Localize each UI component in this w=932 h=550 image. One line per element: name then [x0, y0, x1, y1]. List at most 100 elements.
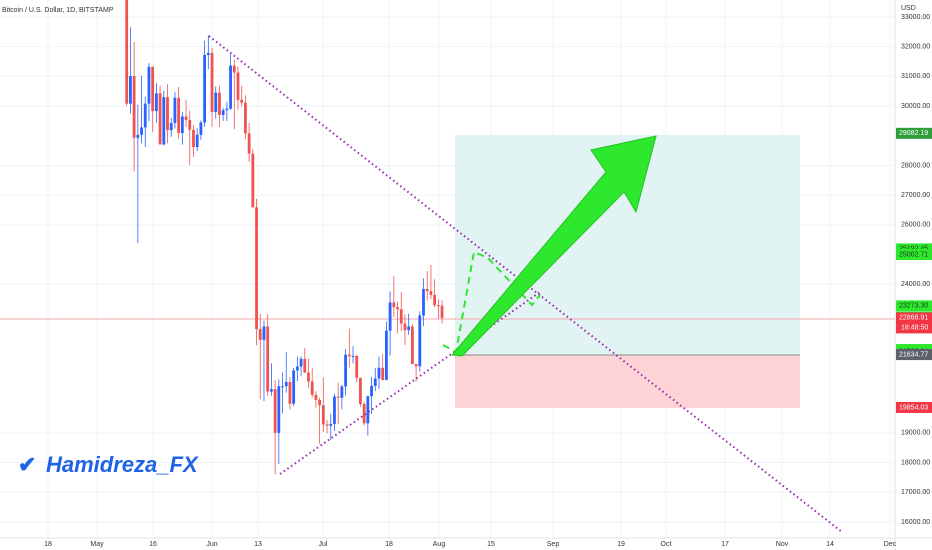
watermark: Hamidreza_FX	[46, 452, 199, 477]
x-tick-label: 15	[487, 541, 495, 548]
price-label-box	[896, 127, 932, 139]
candle-body	[221, 110, 225, 115]
price-label: 23273.30	[899, 303, 928, 310]
y-tick-label: 30000.00	[901, 103, 930, 110]
countdown: 18:48:50	[901, 325, 928, 332]
candle-body	[281, 386, 284, 388]
candle-body	[151, 66, 155, 112]
x-tick-label: Oct	[661, 541, 672, 548]
candle-body	[173, 97, 177, 123]
x-tick-label: Nov	[776, 541, 789, 548]
candle-body	[407, 326, 411, 331]
x-tick-label: Aug	[433, 541, 446, 548]
x-tick-label: Jun	[206, 541, 217, 548]
x-tick-label: 13	[254, 541, 262, 548]
target-arrow	[451, 135, 657, 357]
x-tick-label: 18	[44, 541, 52, 548]
candle-body	[147, 66, 151, 104]
candle-body	[381, 367, 385, 380]
candle-body	[377, 367, 381, 379]
candle-body	[314, 394, 318, 400]
candle-body	[206, 52, 210, 55]
candle-body	[292, 370, 296, 404]
candle-body	[162, 97, 166, 145]
candle-body	[362, 404, 366, 424]
candle-body	[136, 134, 140, 138]
y-tick-label: 18000.00	[901, 459, 930, 466]
x-tick-label: 14	[826, 541, 834, 548]
candle-body	[295, 366, 299, 371]
chart-title: Bitcoin / U.S. Dollar, 1D, BITSTAMP	[2, 7, 114, 14]
candle-body	[385, 330, 388, 380]
candle-body	[336, 396, 340, 398]
candle-body	[351, 355, 355, 357]
candle-body	[340, 386, 344, 398]
candle-body	[388, 302, 392, 331]
candle-body	[244, 102, 247, 134]
price-label-box	[896, 349, 932, 361]
x-tick-label: Dec	[884, 541, 897, 548]
currency-label: USD	[901, 5, 916, 12]
candle-body	[140, 127, 143, 135]
y-tick-label: 32000.00	[901, 43, 930, 50]
candle-body	[225, 108, 229, 111]
candle-body	[143, 103, 147, 128]
x-tick-label: 18	[385, 541, 393, 548]
candle-body	[236, 72, 240, 100]
candle-body	[199, 122, 203, 135]
candle-body	[307, 372, 310, 382]
price-label-box	[896, 401, 932, 413]
candle-body	[169, 122, 173, 131]
candle-body	[344, 354, 347, 387]
candle-body	[154, 93, 158, 112]
y-tick-label: 16000.00	[901, 519, 930, 526]
candle-body	[232, 65, 236, 73]
candle-body	[366, 396, 370, 424]
candle-body	[436, 305, 440, 307]
candle-body	[325, 424, 329, 426]
candle-body	[396, 307, 399, 310]
candle-body	[262, 326, 266, 340]
y-tick-label: 28000.00	[901, 162, 930, 169]
x-tick-label: 16	[149, 541, 157, 548]
candle-body	[440, 305, 444, 318]
candles	[125, 0, 444, 475]
candle-body	[321, 405, 325, 425]
candle-body	[210, 52, 214, 112]
candle-body	[180, 116, 184, 134]
y-tick-label: 17000.00	[901, 489, 930, 496]
y-tick-label: 19000.00	[901, 430, 930, 437]
y-tick-label: 24000.00	[901, 281, 930, 288]
y-tick-label: 33000.00	[901, 14, 930, 21]
price-label: 19854.03	[899, 404, 928, 411]
price-label-box	[896, 300, 932, 312]
x-tick-label: 17	[721, 541, 729, 548]
candle-body	[277, 386, 281, 433]
watermark-check: ✔	[18, 452, 36, 477]
x-tick-label: Sep	[547, 541, 560, 548]
candle-body	[310, 381, 314, 395]
candle-body	[284, 382, 288, 387]
y-tick-label: 26000.00	[901, 222, 930, 229]
x-tick-label: 19	[617, 541, 625, 548]
x-tick-label: Jul	[319, 541, 328, 548]
candle-body	[373, 378, 377, 386]
candle-body	[425, 289, 429, 292]
candle-body	[218, 92, 221, 115]
candle-body	[184, 116, 188, 121]
candle-body	[258, 329, 262, 340]
candle-body	[403, 323, 407, 331]
candle-body	[195, 134, 199, 148]
candle-body	[347, 354, 351, 357]
candle-body	[214, 92, 218, 112]
candle-body	[192, 129, 195, 148]
price-label-box	[896, 243, 932, 255]
candle-body	[188, 120, 192, 130]
price-label: 29082.19	[899, 130, 928, 137]
candle-body	[392, 302, 396, 308]
candle-body	[429, 291, 433, 295]
candle-body	[359, 377, 362, 405]
y-tick-label: 27000.00	[901, 192, 930, 199]
y-tick-label: 31000.00	[901, 73, 930, 80]
